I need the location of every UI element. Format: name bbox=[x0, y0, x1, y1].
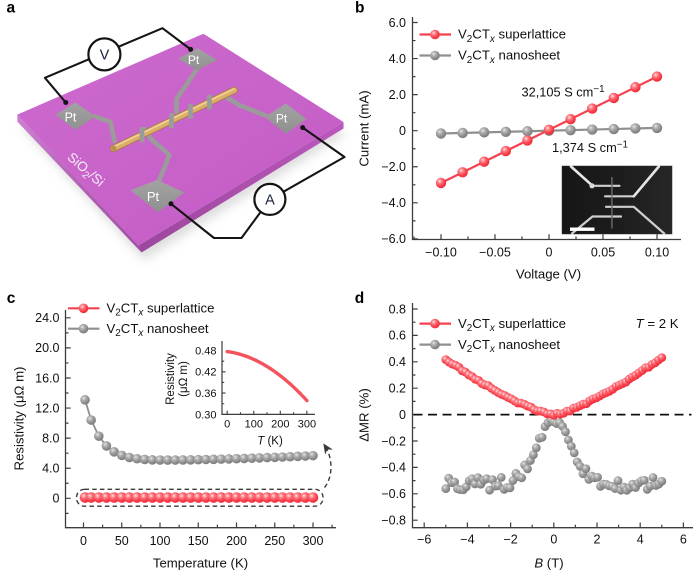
svg-text:ΔMR (%): ΔMR (%) bbox=[357, 388, 372, 442]
svg-text:A: A bbox=[265, 192, 275, 208]
svg-text:100: 100 bbox=[245, 419, 263, 431]
svg-text:Voltage (V): Voltage (V) bbox=[516, 267, 581, 282]
svg-text:4.0: 4.0 bbox=[42, 462, 59, 476]
svg-text:Pt: Pt bbox=[147, 189, 160, 204]
svg-text:−0.10: −0.10 bbox=[425, 246, 457, 260]
svg-text:2.0: 2.0 bbox=[389, 88, 406, 102]
svg-text:c: c bbox=[7, 290, 16, 307]
svg-text:6: 6 bbox=[680, 533, 687, 547]
svg-text:a: a bbox=[7, 0, 16, 16]
svg-text:0.8: 0.8 bbox=[389, 302, 406, 316]
svg-text:V2CTx nanosheet: V2CTx nanosheet bbox=[458, 337, 560, 355]
svg-text:200: 200 bbox=[271, 419, 289, 431]
svg-text:d: d bbox=[355, 290, 364, 307]
svg-text:300: 300 bbox=[298, 419, 316, 431]
svg-text:V2CTx nanosheet: V2CTx nanosheet bbox=[107, 321, 209, 339]
svg-text:16.0: 16.0 bbox=[35, 371, 59, 385]
svg-text:50: 50 bbox=[115, 534, 129, 548]
svg-text:Pt: Pt bbox=[276, 112, 288, 126]
svg-text:0: 0 bbox=[399, 408, 406, 422]
svg-text:V2CTx superlattice: V2CTx superlattice bbox=[458, 316, 566, 334]
svg-text:2: 2 bbox=[594, 533, 601, 547]
svg-text:Current (mA): Current (mA) bbox=[357, 90, 372, 166]
svg-text:0.4: 0.4 bbox=[389, 355, 406, 369]
svg-text:−6: −6 bbox=[417, 533, 431, 547]
svg-text:1,374 S cm−1: 1,374 S cm−1 bbox=[552, 140, 628, 156]
svg-text:T (K): T (K) bbox=[257, 436, 283, 448]
svg-text:(μΩ m): (μΩ m) bbox=[178, 361, 190, 397]
svg-text:0: 0 bbox=[53, 492, 60, 506]
svg-text:200: 200 bbox=[226, 534, 247, 548]
svg-text:0.36: 0.36 bbox=[195, 388, 216, 400]
svg-text:Temperature (K): Temperature (K) bbox=[153, 556, 248, 571]
svg-text:0: 0 bbox=[224, 419, 230, 431]
svg-text:4: 4 bbox=[637, 533, 644, 547]
svg-text:6.0: 6.0 bbox=[389, 16, 406, 30]
svg-text:0.05: 0.05 bbox=[591, 246, 615, 260]
svg-text:4.0: 4.0 bbox=[389, 52, 406, 66]
svg-text:12.0: 12.0 bbox=[35, 401, 59, 415]
svg-text:0: 0 bbox=[80, 534, 87, 548]
svg-text:Pt: Pt bbox=[188, 53, 200, 67]
svg-text:−0.05: −0.05 bbox=[479, 246, 511, 260]
svg-text:V2CTx nanosheet: V2CTx nanosheet bbox=[458, 48, 560, 66]
svg-text:0: 0 bbox=[550, 533, 557, 547]
svg-text:0.48: 0.48 bbox=[195, 345, 216, 357]
svg-text:0.30: 0.30 bbox=[195, 409, 216, 421]
svg-text:0: 0 bbox=[399, 124, 406, 138]
svg-text:20.0: 20.0 bbox=[35, 341, 59, 355]
svg-text:Resistivity (μΩ m): Resistivity (μΩ m) bbox=[12, 367, 27, 471]
svg-text:−0.6: −0.6 bbox=[381, 487, 406, 501]
svg-text:100: 100 bbox=[150, 534, 171, 548]
svg-text:T = 2 K: T = 2 K bbox=[636, 316, 679, 331]
svg-text:150: 150 bbox=[188, 534, 209, 548]
svg-text:−4: −4 bbox=[460, 533, 474, 547]
svg-text:Pt: Pt bbox=[65, 111, 77, 125]
svg-text:b: b bbox=[355, 0, 364, 16]
svg-text:−0.2: −0.2 bbox=[381, 434, 406, 448]
svg-text:0.42: 0.42 bbox=[195, 367, 216, 379]
svg-text:V2CTx superlattice: V2CTx superlattice bbox=[458, 27, 566, 45]
svg-text:8.0: 8.0 bbox=[42, 431, 59, 445]
svg-text:300: 300 bbox=[303, 534, 324, 548]
svg-text:Resistivity: Resistivity bbox=[165, 353, 177, 405]
svg-text:250: 250 bbox=[264, 534, 285, 548]
svg-text:−0.8: −0.8 bbox=[381, 514, 406, 528]
svg-text:V: V bbox=[100, 47, 110, 63]
svg-text:0.6: 0.6 bbox=[389, 329, 406, 343]
svg-text:0.10: 0.10 bbox=[645, 246, 669, 260]
svg-text:−0.4: −0.4 bbox=[381, 461, 406, 475]
svg-text:−2.0: −2.0 bbox=[381, 160, 406, 174]
svg-text:24.0: 24.0 bbox=[35, 311, 59, 325]
svg-text:−6.0: −6.0 bbox=[381, 232, 406, 246]
svg-text:B (T): B (T) bbox=[534, 556, 563, 571]
svg-text:32,105 S cm−1: 32,105 S cm−1 bbox=[522, 84, 605, 100]
svg-text:0.2: 0.2 bbox=[389, 382, 406, 396]
svg-text:−2: −2 bbox=[503, 533, 517, 547]
svg-text:0: 0 bbox=[546, 246, 553, 260]
svg-text:−4.0: −4.0 bbox=[381, 196, 406, 210]
svg-text:V2CTx superlattice: V2CTx superlattice bbox=[107, 300, 215, 318]
